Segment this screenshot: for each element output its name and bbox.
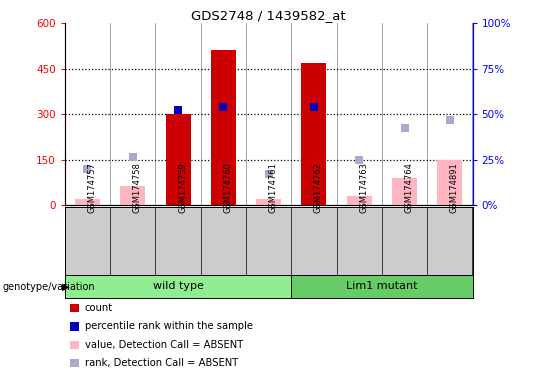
Text: GSM174891: GSM174891 (450, 162, 459, 213)
Text: GSM174758: GSM174758 (133, 162, 141, 213)
Point (265, 170, 273, 177)
Text: GSM174757: GSM174757 (87, 162, 97, 213)
Bar (256, 199, 281, 205)
Text: GSM174763: GSM174763 (359, 162, 368, 213)
Text: wild type: wild type (153, 281, 204, 291)
Point (446, 117, 454, 123)
Text: Lim1 mutant: Lim1 mutant (346, 281, 417, 291)
Text: genotype/variation: genotype/variation (3, 282, 96, 292)
Text: GSM174761: GSM174761 (269, 162, 278, 213)
Title: GDS2748 / 1439582_at: GDS2748 / 1439582_at (191, 9, 346, 22)
Point (219, 104, 228, 110)
Bar (166, 114, 191, 205)
Point (129, 154, 137, 160)
Text: percentile rank within the sample: percentile rank within the sample (85, 321, 253, 331)
Text: GSM174760: GSM174760 (224, 162, 232, 213)
Point (309, 104, 318, 110)
Point (355, 157, 363, 163)
Text: GSM174762: GSM174762 (314, 162, 323, 213)
Bar (392, 178, 417, 205)
Bar (437, 160, 462, 205)
Bar (291, 275, 472, 298)
Bar (65, 275, 291, 298)
Bar (120, 186, 145, 205)
Bar (301, 63, 326, 205)
Text: rank, Detection Call = ABSENT: rank, Detection Call = ABSENT (85, 358, 238, 368)
Bar (347, 196, 372, 205)
Text: GSM174759: GSM174759 (178, 162, 187, 213)
Bar (75, 199, 100, 205)
Bar (211, 50, 236, 205)
Text: count: count (85, 303, 113, 313)
Point (400, 125, 409, 131)
Text: GSM174764: GSM174764 (404, 162, 414, 213)
Text: ▶: ▶ (62, 282, 70, 292)
Point (83, 166, 92, 172)
Text: value, Detection Call = ABSENT: value, Detection Call = ABSENT (85, 340, 243, 350)
Point (174, 107, 183, 113)
